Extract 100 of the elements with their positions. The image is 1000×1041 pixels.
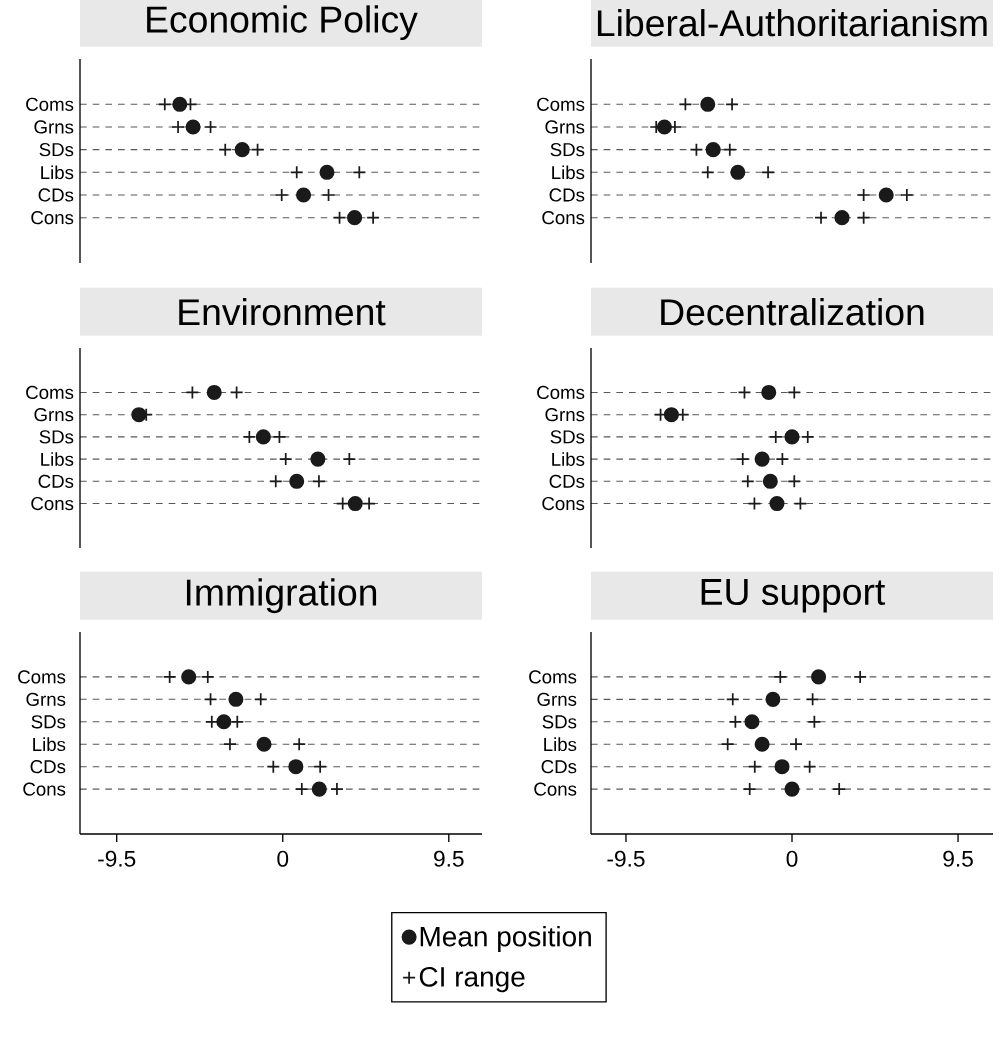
- point: [728, 714, 743, 729]
- point: [700, 96, 716, 112]
- point: [312, 474, 326, 489]
- point: [740, 474, 755, 489]
- y-tick-label: Grns: [34, 408, 74, 422]
- point: [332, 210, 347, 225]
- point: [311, 781, 327, 797]
- point: [335, 496, 350, 511]
- y-tick-label: Cons: [542, 496, 585, 511]
- chart-title: Environment: [179, 298, 386, 326]
- point: [362, 496, 376, 511]
- point: [268, 474, 283, 489]
- point: [787, 385, 802, 400]
- point: [234, 142, 250, 158]
- y-tick-label: CDs: [549, 188, 585, 202]
- y-tick-label: SDs: [39, 430, 74, 444]
- point: [765, 691, 781, 707]
- point: [274, 188, 289, 202]
- point: [204, 714, 219, 729]
- point: [853, 670, 868, 684]
- y-tick-label: Libs: [544, 737, 577, 752]
- x-tick-label: 0: [277, 850, 289, 867]
- point: [172, 96, 188, 112]
- y-tick-label: CDs: [30, 760, 66, 774]
- chart-title: Liberal-Authoritarianism: [597, 9, 987, 37]
- point: [162, 670, 177, 684]
- point: [725, 97, 739, 112]
- y-tick-label: Grns: [34, 120, 74, 134]
- point: [171, 120, 185, 134]
- point: [294, 782, 309, 796]
- point: [773, 670, 788, 684]
- point: [272, 430, 287, 444]
- y-tick-label: Cons: [31, 496, 74, 511]
- x-tick-label: 9.5: [434, 850, 464, 867]
- point: [310, 451, 326, 467]
- point: [856, 210, 871, 225]
- point: [811, 669, 827, 685]
- point: [784, 781, 800, 797]
- y-tick-label: Coms: [537, 385, 585, 400]
- y-tick-label: SDs: [39, 143, 74, 157]
- x-tick-label: 9.5: [943, 850, 973, 867]
- y-tick-label: Grns: [545, 408, 585, 422]
- point: [278, 452, 293, 466]
- y-tick-label: Cons: [31, 211, 74, 225]
- x-tick-label: -9.5: [98, 850, 136, 867]
- y-tick-label: SDs: [542, 715, 577, 729]
- point: [342, 452, 357, 466]
- point: [347, 210, 363, 226]
- y-tick-label: Libs: [41, 452, 74, 466]
- point: [678, 97, 693, 112]
- point: [229, 385, 244, 400]
- y-tick-label: Grns: [537, 692, 577, 706]
- y-tick-label: SDs: [31, 715, 66, 729]
- point: [250, 142, 265, 157]
- point: [266, 759, 281, 774]
- point: [747, 759, 762, 774]
- point: [256, 736, 272, 752]
- point: [761, 165, 775, 180]
- point: [223, 737, 237, 752]
- point: [747, 496, 762, 511]
- point: [185, 385, 200, 400]
- point: [737, 385, 752, 400]
- point: [347, 496, 363, 512]
- point: [319, 164, 335, 180]
- point: [352, 165, 367, 180]
- point: [774, 759, 790, 775]
- point: [834, 210, 850, 226]
- y-tick-label: Libs: [41, 165, 74, 180]
- point: [725, 692, 740, 707]
- point: [289, 473, 305, 489]
- point: [899, 188, 914, 202]
- y-tick-label: CDs: [541, 760, 577, 774]
- point: [722, 142, 737, 157]
- x-tick-label: 0: [786, 850, 798, 867]
- y-tick-label: SDs: [550, 143, 585, 157]
- point: [705, 142, 721, 158]
- point: [181, 669, 197, 685]
- point: [663, 407, 679, 423]
- point: [296, 187, 312, 203]
- point: [768, 430, 783, 444]
- point: [321, 188, 336, 202]
- point: [744, 714, 760, 730]
- point: [754, 736, 770, 752]
- point: [802, 759, 817, 774]
- point: [735, 452, 750, 466]
- point: [218, 142, 233, 157]
- y-tick-label: Grns: [545, 120, 585, 134]
- chart-title: Economic Policy: [147, 5, 418, 41]
- point: [856, 188, 871, 202]
- y-tick-label: Libs: [552, 452, 585, 466]
- chart-title: EU support: [701, 579, 886, 613]
- point: [805, 692, 820, 707]
- point: [814, 210, 828, 225]
- y-tick-label: Coms: [537, 97, 585, 111]
- chart-title: Decentralization: [661, 298, 924, 326]
- y-tick-label: Cons: [23, 782, 66, 796]
- point: [761, 384, 777, 400]
- point: [206, 384, 222, 400]
- point: [242, 430, 257, 444]
- legend-label: CI range: [419, 966, 525, 993]
